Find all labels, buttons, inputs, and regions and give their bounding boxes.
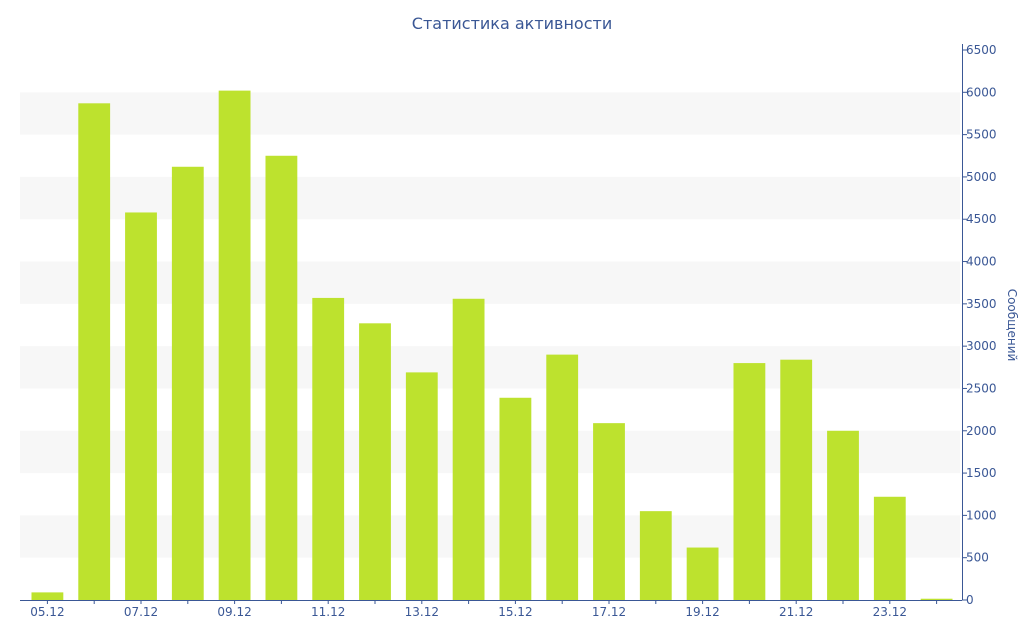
bar-07.12 bbox=[125, 212, 157, 600]
y-tick-label: 6500 bbox=[966, 43, 997, 57]
x-tick-label: 15.12 bbox=[498, 605, 532, 619]
grid-band bbox=[20, 92, 960, 135]
bars bbox=[31, 90, 953, 601]
y-tick-label: 3000 bbox=[966, 339, 997, 353]
y-tick-label: 3500 bbox=[966, 297, 997, 311]
y-tick-label: 0 bbox=[966, 593, 974, 607]
y-tick-label: 1000 bbox=[966, 508, 997, 522]
bar-10.12 bbox=[265, 155, 298, 600]
bar-09.12 bbox=[218, 90, 251, 601]
x-tick-label: 09.12 bbox=[217, 605, 251, 619]
y-tick-label: 4500 bbox=[966, 212, 997, 226]
x-tick-label: 11.12 bbox=[311, 605, 345, 619]
bar-06.12 bbox=[78, 103, 111, 600]
bar-16.12 bbox=[546, 354, 579, 600]
bar-17.12 bbox=[593, 423, 625, 600]
grid-band bbox=[20, 261, 960, 304]
grid-band bbox=[20, 346, 960, 389]
bar-23.12 bbox=[873, 496, 906, 600]
bar-13.12 bbox=[405, 372, 438, 600]
bar-21.12 bbox=[780, 359, 813, 600]
y-tick-label: 2500 bbox=[966, 381, 997, 395]
grid-bands bbox=[20, 92, 960, 558]
x-tick-label: 23.12 bbox=[873, 605, 907, 619]
x-tick-label: 21.12 bbox=[779, 605, 813, 619]
y-tick-label: 6000 bbox=[966, 85, 997, 99]
y-tick-label: 5500 bbox=[966, 128, 997, 142]
bar-12.12 bbox=[359, 323, 391, 600]
bar-15.12 bbox=[499, 397, 532, 600]
x-tick-label: 19.12 bbox=[685, 605, 719, 619]
y-ticks: 0 500 1000 1500 2000 2500 3000 3500 4000 4500 5000… bbox=[962, 43, 997, 607]
bar-14.12 bbox=[452, 298, 485, 600]
bar-08.12 bbox=[171, 166, 204, 600]
bar-11.12 bbox=[312, 297, 345, 600]
y-tick-label: 4000 bbox=[966, 255, 997, 269]
bar-18.12 bbox=[639, 511, 672, 600]
x-tick-label: 13.12 bbox=[405, 605, 439, 619]
grid-band bbox=[20, 176, 960, 220]
x-tick-label: 17.12 bbox=[592, 605, 626, 619]
x-ticks: 05.12 07.12 09.12 11.12 13.12 15.12 17.12 19.12… bbox=[30, 600, 938, 619]
y-axis-label: Сообщений bbox=[1005, 289, 1019, 362]
bar-20.12 bbox=[733, 363, 766, 600]
x-tick-label: 05.12 bbox=[30, 605, 64, 619]
y-tick-label: 500 bbox=[966, 551, 989, 565]
x-tick-label: 07.12 bbox=[124, 605, 158, 619]
bar-24.12 bbox=[920, 598, 953, 600]
y-tick-label: 5000 bbox=[966, 170, 997, 184]
grid-band bbox=[20, 430, 960, 474]
bar-22.12 bbox=[827, 430, 859, 600]
y-tick-label: 1500 bbox=[966, 466, 997, 480]
chart-title: Статистика активности bbox=[411, 14, 613, 33]
grid-band bbox=[20, 515, 960, 558]
bar-05.12 bbox=[31, 592, 64, 600]
y-tick-label: 2000 bbox=[966, 424, 997, 438]
axes bbox=[20, 44, 963, 601]
bar-19.12 bbox=[686, 547, 719, 600]
